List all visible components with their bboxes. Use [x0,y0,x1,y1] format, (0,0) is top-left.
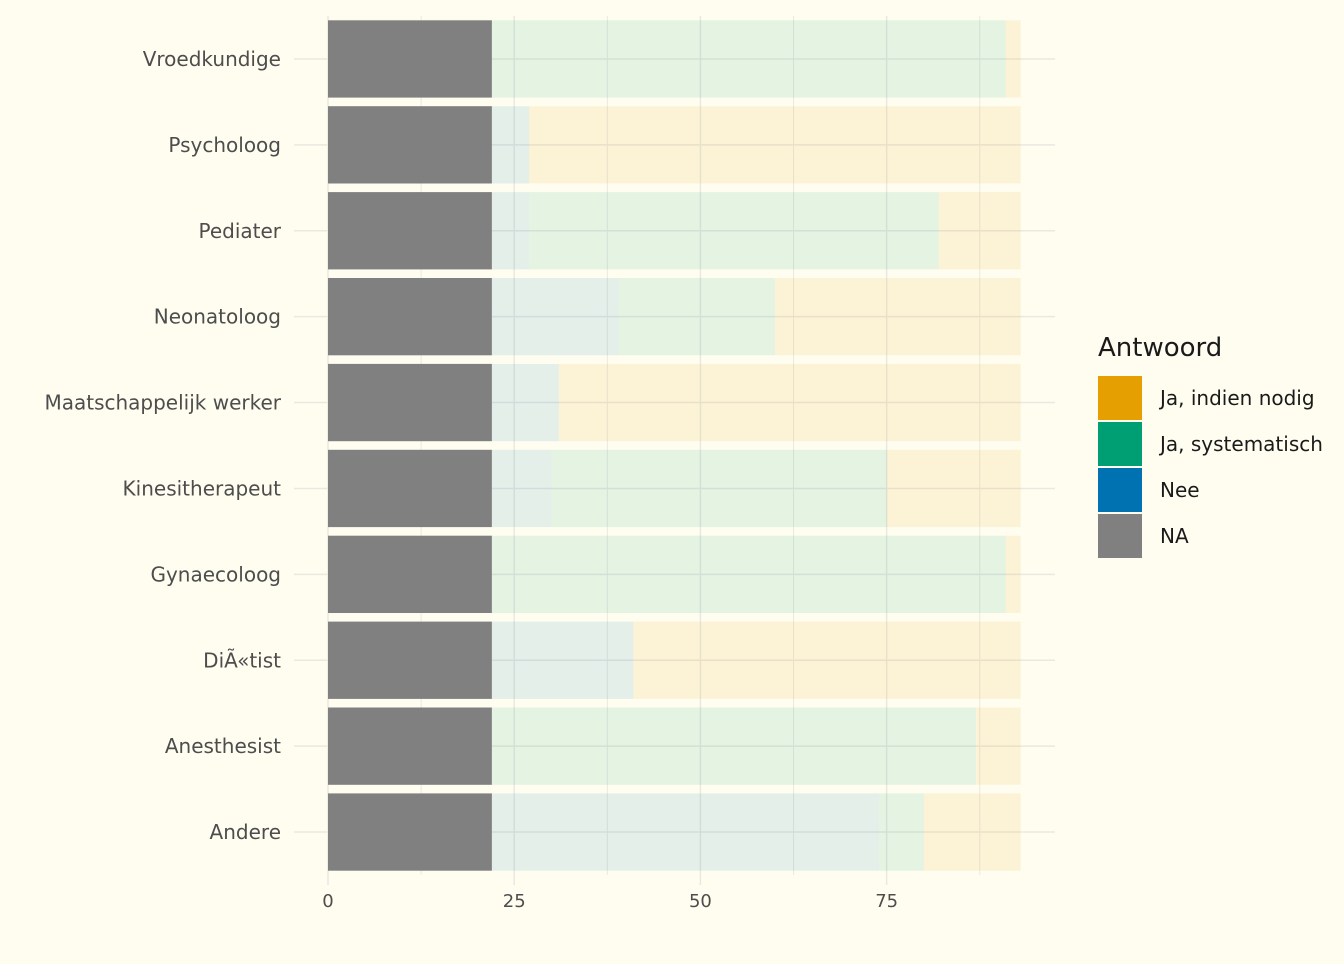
bar-vroedkundige-na [328,20,492,98]
bar-gynaecoloog-ja-indien-nodig [1005,535,1021,614]
category-label-anesthesist: Anesthesist [165,734,281,758]
bar-psycholoog-nee [491,106,530,184]
bar-kinesitherapeut-ja-indien-nodig [886,449,1021,528]
bar-anesthesist-ja-systematisch [491,707,977,785]
bars [328,20,1021,871]
bar-pediater-na [328,192,492,270]
category-label-di-tist: DiÃ«tist [203,648,281,672]
bar-maatschappelijk-werker-ja-indien-nodig [558,363,1021,442]
category-label-maatschappelijk-werker: Maatschappelijk werker [44,391,281,415]
category-label-psycholoog: Psycholoog [168,133,281,157]
category-label-vroedkundige: Vroedkundige [143,47,281,71]
bar-pediater-ja-systematisch [529,192,939,270]
bar-kinesitherapeut-ja-systematisch [551,449,887,528]
tick-label-75: 75 [875,891,898,912]
category-label-pediater: Pediater [198,219,281,243]
bar-di-tist-nee [491,621,634,699]
legend-title: Antwoord [1098,333,1222,363]
bar-anesthesist-ja-indien-nodig [976,707,1021,785]
legend-key-ja-systematisch [1098,422,1142,466]
bar-neonatoloog-ja-systematisch [618,277,775,356]
tick-label-25: 25 [503,891,526,912]
bar-kinesitherapeut-nee [491,449,552,528]
bar-gynaecoloog-na [328,535,492,614]
bar-neonatoloog-na [328,277,492,356]
bar-andere-ja-indien-nodig [923,793,1021,871]
category-label-gynaecoloog: Gynaecoloog [150,562,281,586]
bar-psycholoog-ja-indien-nodig [529,106,1021,184]
legend-label-ja-indien-nodig: Ja, indien nodig [1158,386,1315,410]
bar-di-tist-na [328,621,492,699]
tick-label-0: 0 [322,891,333,912]
bar-psycholoog-na [328,106,492,184]
bar-pediater-ja-indien-nodig [938,192,1021,270]
bar-andere-nee [491,793,880,871]
bar-neonatoloog-nee [491,277,619,356]
category-axis: Andere Anesthesist DiÃ«tist Gynaecoloog Kine… [44,47,328,844]
legend: Antwoord Ja, indien nodig Ja, systematisc… [1098,333,1323,558]
legend-label-ja-systematisch: Ja, systematisch [1158,432,1323,456]
bar-pediater-nee [491,192,530,270]
category-label-kinesitherapeut: Kinesitherapeut [123,476,282,500]
legend-key-nee [1098,468,1142,512]
bar-andere-ja-systematisch [879,793,924,871]
bar-anesthesist-na [328,707,492,785]
bar-di-tist-ja-indien-nodig [633,621,1021,699]
bar-maatschappelijk-werker-na [328,363,492,442]
legend-label-na: NA [1160,524,1189,548]
tick-label-50: 50 [689,891,712,912]
category-label-neonatoloog: Neonatoloog [154,305,281,329]
value-axis: 0 25 50 75 [322,875,898,912]
bar-vroedkundige-ja-indien-nodig [1005,20,1021,98]
bar-andere-na [328,793,492,871]
bar-maatschappelijk-werker-nee [491,363,559,442]
bar-vroedkundige-ja-systematisch [491,20,1006,98]
legend-key-ja-indien-nodig [1098,376,1142,420]
legend-label-nee: Nee [1160,478,1200,502]
category-label-andere: Andere [210,820,281,844]
bar-kinesitherapeut-na [328,449,492,528]
bar-gynaecoloog-ja-systematisch [491,535,1006,614]
bar-neonatoloog-ja-indien-nodig [774,277,1021,356]
legend-key-na [1098,514,1142,558]
